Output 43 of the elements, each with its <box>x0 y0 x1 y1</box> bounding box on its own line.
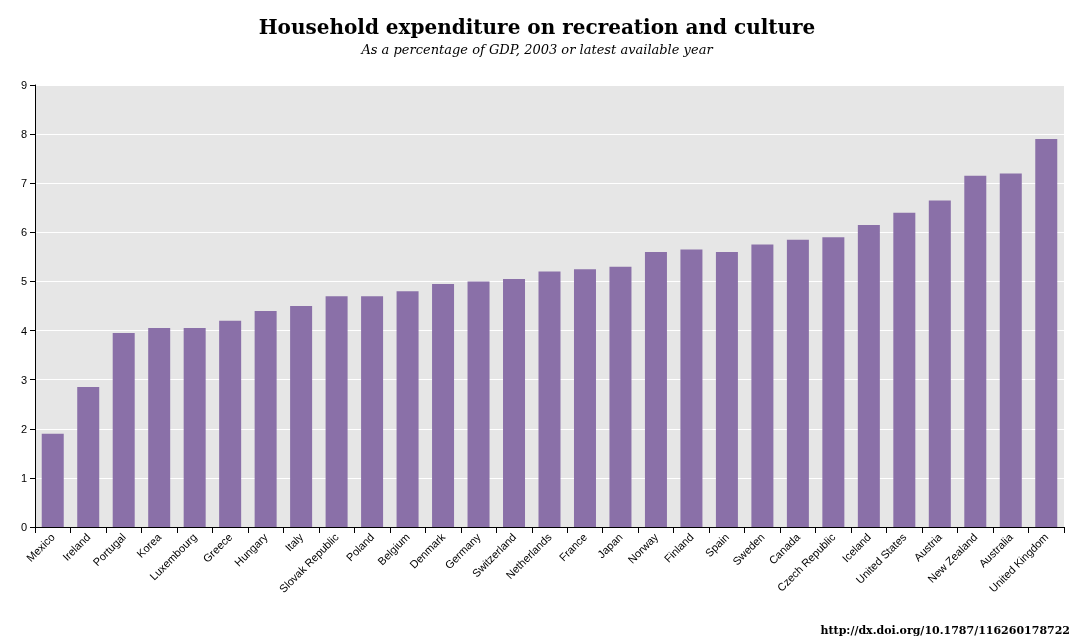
bar <box>964 175 987 527</box>
y-tick-label: 4 <box>20 324 27 337</box>
bar <box>148 328 171 527</box>
bar <box>361 296 384 527</box>
bar <box>503 278 526 527</box>
bar <box>41 433 64 527</box>
bar <box>857 224 880 527</box>
y-tick-label: 3 <box>20 373 27 386</box>
bar <box>467 281 490 527</box>
bar <box>893 212 916 527</box>
bar <box>432 283 455 527</box>
bar <box>1035 139 1058 527</box>
bar <box>786 239 809 527</box>
text: http://dx.doi.org/10.1787/116260178722 <box>820 624 1071 637</box>
y-tick-label: 7 <box>20 177 27 190</box>
bar <box>928 200 951 527</box>
bar <box>680 249 703 527</box>
bar <box>538 271 561 527</box>
bar <box>290 306 313 527</box>
y-tick-label: 2 <box>20 422 27 435</box>
bar <box>254 310 277 527</box>
bar <box>573 269 596 527</box>
bar <box>112 333 135 527</box>
bar <box>609 266 632 527</box>
bar <box>325 296 348 527</box>
bar <box>77 387 100 527</box>
y-tick-label: 8 <box>20 128 27 141</box>
bar <box>822 237 845 527</box>
bar <box>644 251 667 527</box>
y-tick-label: 1 <box>20 471 27 484</box>
chart-title: Household expenditure on recreation and culture <box>258 15 816 39</box>
y-tick-label: 5 <box>20 275 27 288</box>
bar <box>999 173 1022 527</box>
y-tick-label: 0 <box>20 521 27 533</box>
bar <box>183 328 206 527</box>
bar <box>751 244 774 527</box>
bar <box>219 320 242 527</box>
x-tick-label: Italy <box>282 530 306 554</box>
y-tick-label: 9 <box>20 79 27 91</box>
bar <box>396 291 419 527</box>
bar <box>715 251 738 527</box>
y-tick-label: 6 <box>20 226 27 239</box>
chart-subtitle: As a percentage of GDP, 2003 or latest available year <box>360 42 714 57</box>
